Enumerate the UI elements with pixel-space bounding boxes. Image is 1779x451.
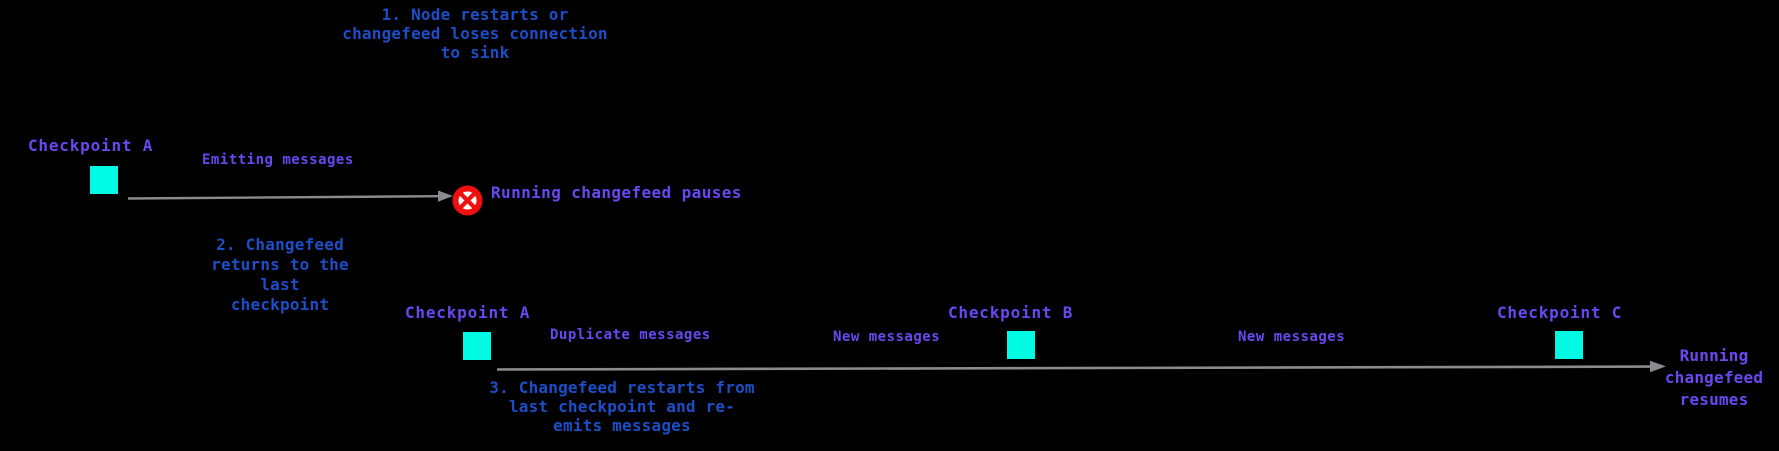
timeline-arrow-pause [127, 190, 453, 202]
new-messages-1-label: New messages [833, 329, 941, 345]
emitting-messages-label: Emitting messages [202, 152, 354, 168]
checkpoint-c-marker [1555, 331, 1583, 359]
error-x-circle-icon [452, 185, 483, 216]
step3-note: 3. Changefeed restarts from last checkpo… [489, 378, 755, 435]
step1-note: 1. Node restarts or changefeed loses con… [342, 5, 608, 62]
resume-label: Running changefeed resumes [1664, 346, 1764, 409]
timeline-arrow-resume [496, 360, 1666, 373]
step2-note: 2. Changefeed returns to the last checkp… [211, 235, 349, 314]
duplicate-messages-label: Duplicate messages [550, 327, 711, 343]
new-messages-2-label: New messages [1238, 329, 1346, 345]
checkpoint-a1-marker [90, 166, 118, 194]
checkpoint-a2-marker [463, 332, 491, 360]
pause-label: Running changefeed pauses [491, 183, 742, 202]
checkpoint-b-marker [1007, 331, 1035, 359]
checkpoint-a2-label: Checkpoint A [405, 303, 531, 322]
checkpoint-b-label: Checkpoint B [948, 303, 1074, 322]
checkpoint-a1-label: Checkpoint A [28, 136, 154, 155]
checkpoint-c-label: Checkpoint C [1497, 303, 1623, 322]
